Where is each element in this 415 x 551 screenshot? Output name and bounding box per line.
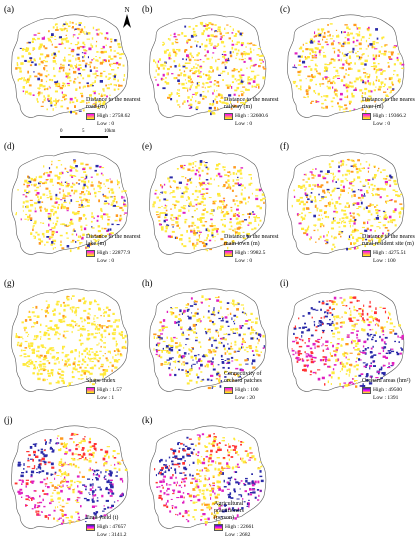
legend-high-label: High : 1.57 xyxy=(97,387,122,393)
variable-title: Orchard areas (hm²) xyxy=(362,378,410,385)
legend-gradient-swatch xyxy=(362,387,371,394)
legend-low-label: Low : 0 xyxy=(97,121,114,127)
legend-low-label: Low : 0 xyxy=(373,121,390,127)
legend-gradient-swatch xyxy=(362,113,371,120)
legend: High : 22661 Low : 2682 xyxy=(214,523,254,539)
legend-high-label: High : 2758.62 xyxy=(97,113,130,119)
legend: High : 2758.62 Low : 0 xyxy=(86,112,130,128)
legend-high-label: High : 32600.6 xyxy=(235,113,268,119)
panel-label: (h) xyxy=(142,278,153,288)
legend-high-label: High : 47657 xyxy=(97,524,126,530)
panel-label: (f) xyxy=(280,141,289,151)
legend-low-label: Low : 0 xyxy=(97,258,114,264)
map-panel: (g) Shape index High : 1.57 Low : 1 xyxy=(2,277,140,414)
region-boundary xyxy=(12,426,129,529)
legend-low-label: Low : 1 xyxy=(97,395,114,401)
legend-high-label: High : 19366.2 xyxy=(373,113,406,119)
scale-tick-label: 5 xyxy=(82,129,85,134)
legend-gradient-swatch xyxy=(224,250,233,257)
map-canvas xyxy=(140,414,278,551)
region-boundary xyxy=(12,289,129,392)
legend-low-label: Low : 0 xyxy=(235,121,252,127)
legend: High : 9982.5 Low : 0 xyxy=(224,249,265,265)
legend: High : 49500 Low : 1391 xyxy=(362,386,402,402)
legend-gradient-swatch xyxy=(224,113,233,120)
legend: High : 1.57 Low : 1 xyxy=(86,386,122,402)
panel-label: (k) xyxy=(142,415,153,425)
map-panel: (i) Orchard areas (hm²) High : 49500 Low : … xyxy=(278,277,415,414)
legend-high-label: High : 22877.9 xyxy=(97,250,130,256)
panel-label: (e) xyxy=(142,141,152,151)
scale-tick-label: 0 xyxy=(60,129,63,134)
legend-gradient-swatch xyxy=(86,524,95,531)
legend: High : 47657 Low : 3141.2 xyxy=(86,523,127,539)
legend-low-label: Low : 100 xyxy=(373,258,396,264)
legend: High : 4275.51 Low : 100 xyxy=(362,249,406,265)
legend-gradient-swatch xyxy=(224,387,233,394)
north-arrow-icon: N xyxy=(120,6,134,30)
variable-title: Fruit yield (t) xyxy=(86,515,118,522)
legend-gradient-swatch xyxy=(86,387,95,394)
legend-high-label: High : 22661 xyxy=(225,524,254,530)
legend: High : 100 Low : 20 xyxy=(224,386,259,402)
legend-high-label: High : 49500 xyxy=(373,387,402,393)
panel-label: (g) xyxy=(4,278,15,288)
panel-label: (b) xyxy=(142,4,153,14)
legend-gradient-swatch xyxy=(214,524,223,531)
panel-label: (d) xyxy=(4,141,15,151)
panel-label: (c) xyxy=(280,4,290,14)
legend-gradient-swatch xyxy=(86,113,95,120)
legend-low-label: Low : 1391 xyxy=(373,395,398,401)
panel-label: (a) xyxy=(4,4,14,14)
legend: High : 22877.9 Low : 0 xyxy=(86,249,130,265)
legend-low-label: Low : 0 xyxy=(235,258,252,264)
panel-label: (j) xyxy=(4,415,13,425)
legend-low-label: Low : 2682 xyxy=(225,532,250,538)
legend-high-label: High : 100 xyxy=(235,387,259,393)
legend-high-label: High : 4275.51 xyxy=(373,250,406,256)
legend-gradient-swatch xyxy=(362,250,371,257)
region-boundary xyxy=(288,289,405,392)
legend-low-label: Low : 3141.2 xyxy=(97,532,127,538)
legend-high-label: High : 9982.5 xyxy=(235,250,265,256)
region-boundary xyxy=(150,426,267,529)
scale-unit-label: km xyxy=(109,129,115,134)
legend-low-label: Low : 20 xyxy=(235,395,255,401)
legend: High : 19366.2 Low : 0 xyxy=(362,112,406,128)
legend: High : 32600.6 Low : 0 xyxy=(224,112,268,128)
panel-label: (i) xyxy=(280,278,289,288)
map-panel: (j) Fruit yield (t) High : 47657 Low : 3141… xyxy=(2,414,140,551)
legend-gradient-swatch xyxy=(86,250,95,257)
variable-title: Shape index xyxy=(86,378,116,385)
